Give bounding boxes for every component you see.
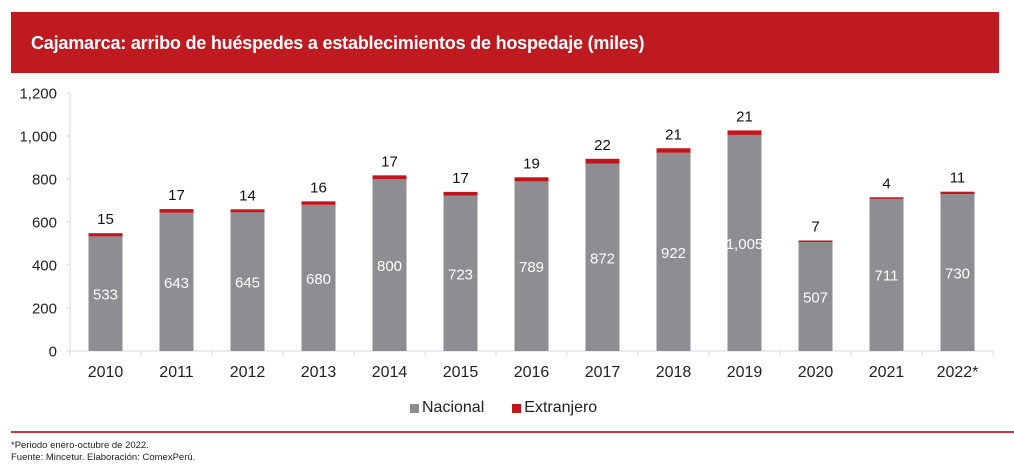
data-label-extranjero: 16 [310,179,327,196]
y-tick-label: 1,200 [19,86,57,103]
footer-divider [11,431,1014,433]
bar-extranjero [798,240,833,242]
data-label-extranjero: 19 [523,155,540,172]
bars [88,130,975,351]
chart-title: Cajamarca: arribo de huéspedes a estable… [31,33,645,53]
bar-extranjero [372,175,407,179]
x-tick-label: 2010 [88,364,124,381]
legend-item-extranjero: Extranjero [512,399,597,417]
bar-nacional [230,212,265,351]
x-tick-label: 2015 [443,364,479,381]
bar-extranjero [585,158,620,164]
data-label-extranjero: 11 [950,170,966,187]
data-label-nacional: 711 [875,268,899,285]
bar-nacional [798,241,833,351]
data-label-extranjero: 14 [239,187,256,204]
data-label-extranjero: 17 [452,170,469,187]
x-tick-label: 2022* [937,364,979,381]
data-label-extranjero: 17 [168,187,185,204]
data-label-nacional: 680 [306,271,331,288]
stacked-bar-chart: 0 200 400 600 800 1,000 1,200 2010 2011 2012 2013… [19,86,994,381]
bar-nacional [372,179,407,351]
bar-extranjero [88,233,123,237]
data-label-nacional: 643 [164,275,189,292]
legend-label-extranjero: Extranjero [524,399,598,416]
x-tick-label: 2011 [159,364,194,381]
data-label-nacional: 723 [448,266,473,283]
data-label-extranjero: 4 [882,175,890,192]
bar-nacional [940,194,975,351]
data-label-nacional: 533 [93,287,118,304]
legend-swatch-nacional [410,403,419,413]
bar-nacional [585,163,620,351]
data-label-extranjero: 21 [736,108,753,125]
data-label-extranjero: 21 [665,126,682,143]
title-banner: Cajamarca: arribo de huéspedes a estable… [11,12,999,73]
bar-nacional [301,204,336,351]
data-label-nacional: 1,005 [726,236,764,253]
x-tick-label: 2021 [869,364,905,381]
x-tick-label: 2012 [230,364,266,381]
x-tick-label: 2017 [585,364,621,381]
data-label-extranjero: 17 [381,153,398,170]
y-axis: 0 200 400 600 800 1,000 1,200 [19,86,71,361]
bar-extranjero [727,130,762,135]
bar-nacional [88,236,123,351]
bar-nacional [514,181,549,351]
data-label-nacional: 872 [590,250,615,267]
bar-nacional [159,212,194,351]
y-tick-label: 200 [32,301,57,318]
data-label-extranjero: 15 [97,211,114,228]
data-label-nacional: 800 [377,258,402,275]
data-label-nacional: 730 [945,266,970,283]
legend: Nacional Extranjero [410,399,625,417]
bar-nacional [727,134,762,351]
bar-extranjero [940,191,975,195]
footnote-period: *Periodo enero-octubre de 2022. [11,440,149,451]
data-label-nacional: 645 [235,275,260,292]
legend-item-nacional: Nacional [410,399,484,417]
y-tick-label: 0 [49,344,57,361]
bar-nacional [656,152,691,351]
data-label-nacional: 922 [661,245,686,262]
y-tick-label: 800 [32,172,57,189]
data-labels: 533 15 643 17 645 14 680 16 800 17 723 17 789 19 872 22… [93,108,970,306]
legend-swatch-extranjero [512,403,522,413]
x-tick-label: 2018 [656,364,692,381]
y-tick-label: 1,000 [19,129,57,146]
legend-label-nacional: Nacional [422,399,485,416]
data-label-extranjero: 22 [594,137,611,154]
footnote-source: Fuente: Mincetur. Elaboración: ComexPerú… [11,452,196,463]
x-tick-label: 2019 [727,364,763,381]
bar-extranjero [159,209,194,213]
bar-extranjero [656,148,691,153]
bar-nacional [443,195,478,351]
bar-extranjero [443,191,478,196]
x-tick-label: 2020 [798,364,834,381]
data-label-nacional: 507 [803,289,828,306]
x-tick-label: 2016 [514,364,550,381]
x-axis: 2010 2011 2012 2013 2014 2015 2016 2017 2018 2019… [69,350,994,381]
x-tick-label: 2013 [301,364,337,381]
y-tick-label: 400 [32,258,57,275]
data-label-nacional: 789 [519,259,544,276]
bar-extranjero [301,201,336,205]
bar-extranjero [869,197,904,199]
y-tick-label: 600 [32,215,57,232]
x-tick-label: 2014 [372,364,408,381]
bar-nacional [869,198,904,351]
data-label-extranjero: 7 [811,218,819,235]
bar-extranjero [230,209,265,213]
bar-extranjero [514,177,549,182]
